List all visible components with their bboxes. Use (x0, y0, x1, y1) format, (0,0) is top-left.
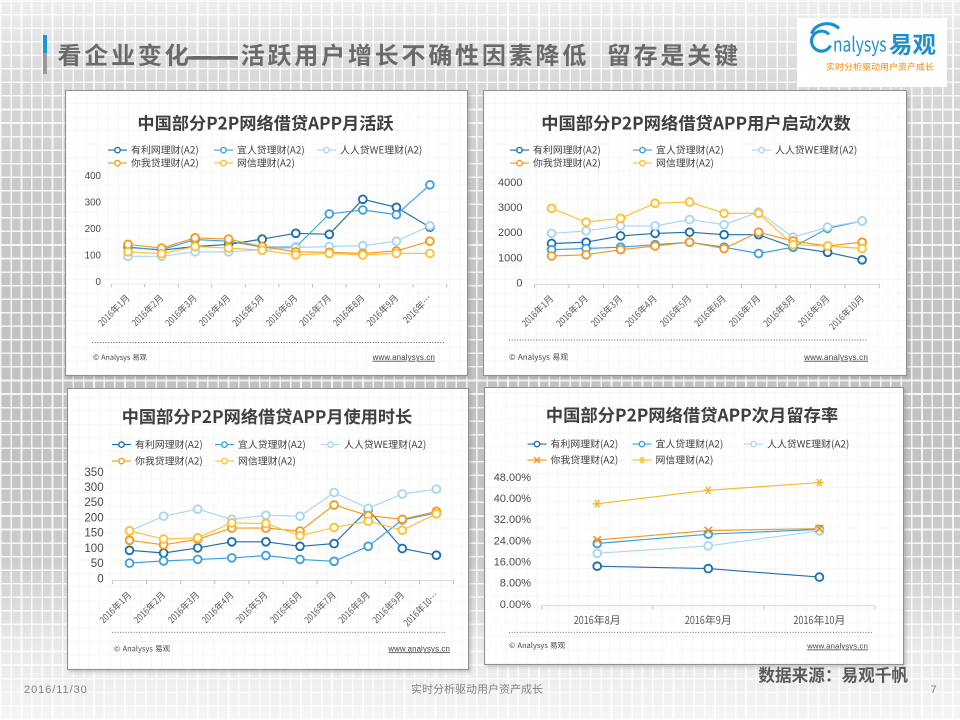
svg-text:300: 300 (84, 482, 103, 494)
svg-text:www.analysys.cn: www.analysys.cn (806, 642, 868, 651)
svg-text:www.analysys.cn: www.analysys.cn (372, 353, 435, 362)
svg-text:2016/11/30: 2016/11/30 (24, 684, 88, 696)
svg-text:3000: 3000 (498, 202, 522, 214)
svg-text:0: 0 (96, 277, 102, 288)
svg-text:200: 200 (84, 512, 103, 524)
svg-text:40.00%: 40.00% (494, 493, 532, 505)
svg-text:7: 7 (930, 684, 937, 696)
svg-text:0.00%: 0.00% (500, 599, 531, 611)
svg-text:50: 50 (91, 558, 104, 570)
svg-text:100: 100 (85, 251, 102, 262)
svg-text:100: 100 (84, 543, 103, 555)
svg-text:www.analysys.cn: www.analysys.cn (387, 644, 450, 653)
svg-text:150: 150 (84, 528, 103, 540)
svg-text:4000: 4000 (498, 177, 522, 189)
svg-text:250: 250 (84, 497, 103, 509)
svg-text:350: 350 (84, 467, 103, 479)
svg-text:48.00%: 48.00% (494, 472, 532, 484)
svg-text:24.00%: 24.00% (494, 535, 532, 547)
svg-text:8.00%: 8.00% (500, 578, 531, 590)
svg-text:300: 300 (85, 198, 102, 209)
svg-text:200: 200 (85, 224, 102, 235)
svg-text:16.00%: 16.00% (494, 557, 532, 569)
svg-text:0: 0 (516, 277, 522, 289)
svg-text:400: 400 (85, 171, 102, 182)
svg-text:www.analysys.cn: www.analysys.cn (803, 353, 868, 362)
svg-text:32.00%: 32.00% (494, 514, 532, 526)
svg-text:2000: 2000 (498, 227, 522, 239)
svg-text:1000: 1000 (498, 252, 522, 264)
svg-text:0: 0 (97, 573, 103, 585)
